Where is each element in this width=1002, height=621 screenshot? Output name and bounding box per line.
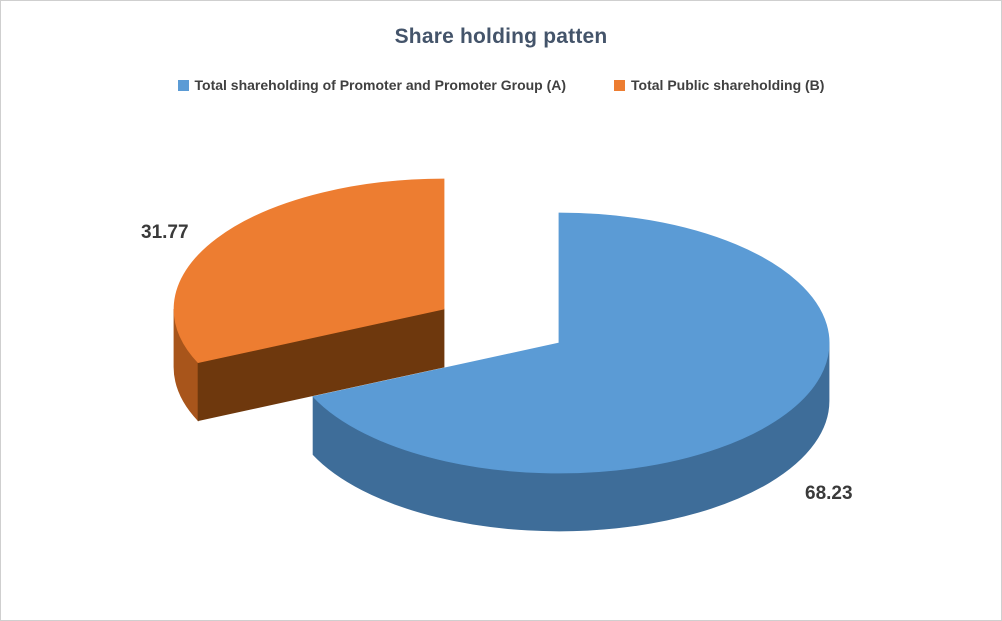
data-label-promoter: 68.23	[805, 483, 853, 504]
legend-label-promoter: Total shareholding of Promoter and Promo…	[194, 77, 567, 93]
legend-label-public: Total Public shareholding (B)	[631, 77, 825, 93]
legend-swatch-promoter	[177, 79, 189, 91]
legend-item-public[interactable]: Total Public shareholding (B)	[614, 77, 824, 93]
legend-swatch-public	[614, 79, 626, 91]
pie-slice-public-top[interactable]	[173, 178, 445, 364]
pie-slice-promoter-group-top[interactable]	[312, 212, 830, 474]
legend: Total shareholding of Promoter and Promo…	[1, 77, 1001, 93]
chart-title: Share holding patten	[394, 25, 608, 48]
data-label-public: 31.77	[141, 222, 189, 243]
legend-item-promoter[interactable]: Total shareholding of Promoter and Promo…	[177, 77, 567, 93]
